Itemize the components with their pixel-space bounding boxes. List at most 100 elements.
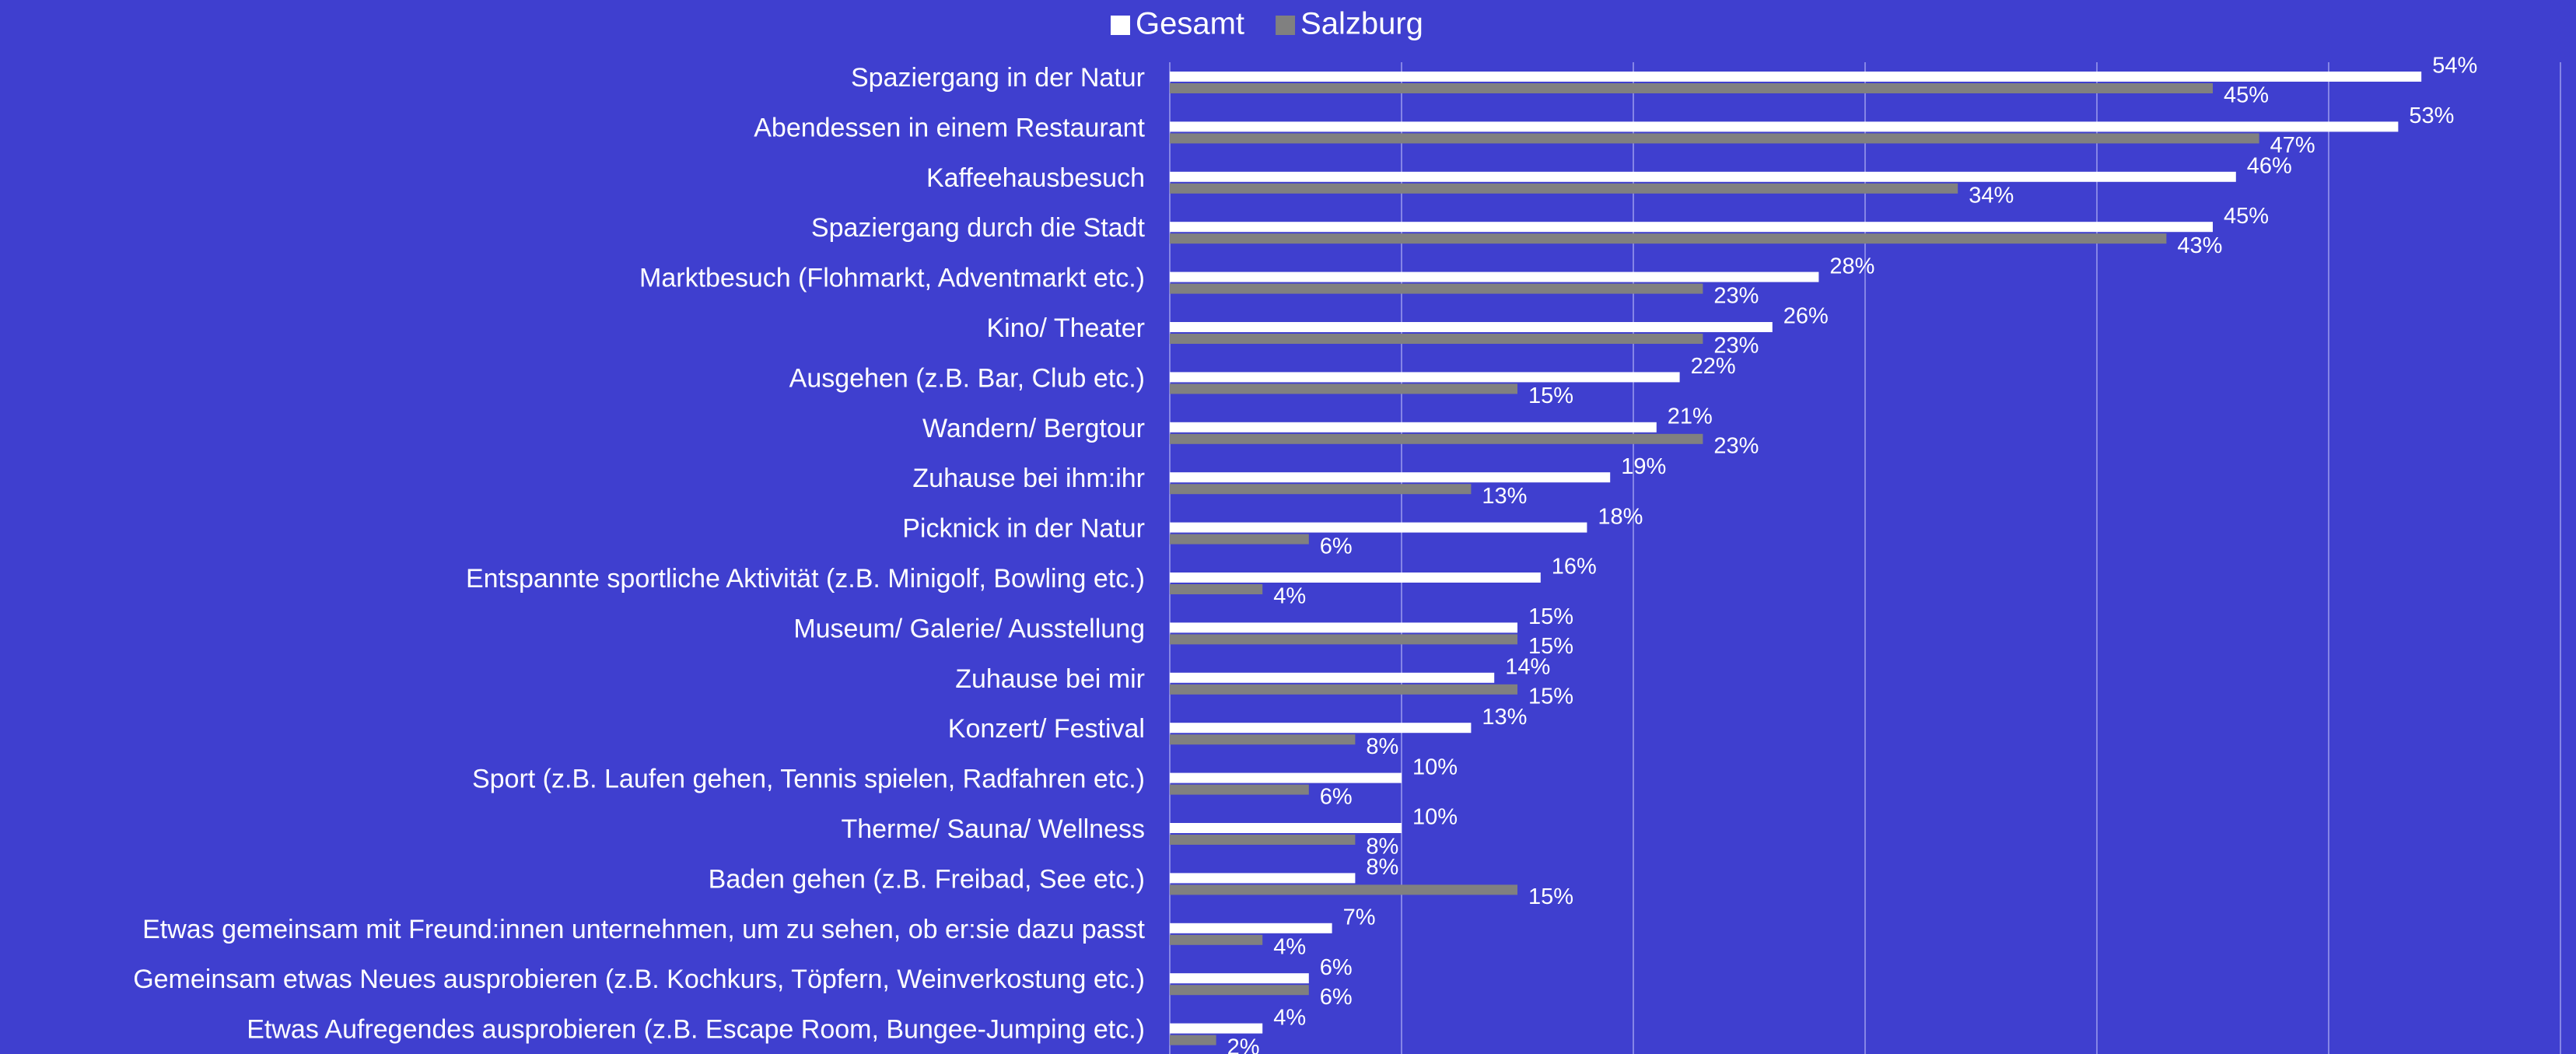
bar: [1170, 934, 1263, 945]
bar: [1170, 233, 2167, 244]
value-label: 4%: [1273, 584, 1306, 609]
bar: [1170, 573, 1541, 583]
value-label: 14%: [1505, 654, 1550, 679]
category-label: Spaziergang durch die Stadt: [811, 213, 1146, 243]
value-label: 15%: [1528, 684, 1573, 709]
bar: [1170, 1035, 1216, 1045]
category-label: Etwas gemeinsam mit Freund:innen unterne…: [142, 915, 1145, 944]
bar: [1170, 133, 2259, 144]
bar: [1170, 772, 1402, 783]
value-label: 21%: [1668, 404, 1713, 429]
bar: [1170, 734, 1356, 745]
bar: [1170, 985, 1309, 996]
value-label: 18%: [1598, 504, 1643, 529]
category-label: Etwas Aufregendes ausprobieren (z.B. Esc…: [247, 1015, 1145, 1045]
category-label: Ausgehen (z.B. Bar, Club etc.): [789, 363, 1145, 393]
value-label: 6%: [1320, 534, 1353, 559]
value-label: 15%: [1528, 884, 1573, 909]
category-label: Baden gehen (z.B. Freibad, See etc.): [709, 864, 1145, 894]
category-label: Kaffeehausbesuch: [926, 163, 1145, 193]
value-label: 8%: [1366, 835, 1398, 860]
bar: [1170, 1023, 1263, 1034]
category-label: Wandern/ Bergtour: [922, 414, 1145, 443]
bar: [1170, 72, 2422, 82]
category-label: Zuhause bei mir: [955, 664, 1145, 694]
bar: [1170, 823, 1402, 833]
category-label: Museum/ Galerie/ Ausstellung: [793, 614, 1145, 643]
category-label: Therme/ Sauna/ Wellness: [841, 814, 1145, 844]
value-label: 15%: [1528, 604, 1573, 629]
category-label: Konzert/ Festival: [948, 714, 1145, 744]
value-label: 28%: [1829, 254, 1874, 278]
bar: [1170, 873, 1356, 884]
value-label: 23%: [1713, 433, 1759, 458]
bar: [1170, 472, 1611, 483]
legend-label: Gesamt: [1136, 7, 1244, 41]
bar: [1170, 484, 1472, 495]
value-label: 54%: [2432, 54, 2477, 79]
category-label: Gemeinsam etwas Neues ausprobieren (z.B.…: [133, 965, 1145, 994]
value-label: 6%: [1320, 985, 1353, 1010]
value-label: 22%: [1691, 354, 1736, 379]
category-label: Kino/ Theater: [986, 313, 1145, 343]
value-label: 23%: [1713, 283, 1759, 308]
bar: [1170, 884, 1517, 895]
value-label: 47%: [2270, 133, 2315, 158]
category-label: Entspannte sportliche Aktivität (z.B. Mi…: [466, 564, 1145, 594]
bar: [1170, 835, 1356, 845]
value-label: 19%: [1621, 454, 1666, 479]
legend-swatch: [1276, 16, 1296, 35]
bar: [1170, 383, 1517, 394]
value-label: 23%: [1713, 334, 1759, 359]
value-label: 8%: [1366, 855, 1398, 880]
bar: [1170, 171, 2236, 182]
bar: [1170, 422, 1657, 432]
bar: [1170, 622, 1517, 633]
value-label: 4%: [1273, 1005, 1306, 1030]
value-label: 2%: [1227, 1035, 1260, 1054]
category-label: Spaziergang in der Natur: [851, 63, 1145, 93]
value-label: 34%: [1969, 183, 2014, 208]
value-label: 4%: [1273, 934, 1306, 959]
value-label: 6%: [1320, 784, 1353, 809]
category-label: Picknick in der Natur: [902, 514, 1145, 544]
bar: [1170, 684, 1517, 695]
value-label: 16%: [1552, 555, 1597, 580]
value-label: 10%: [1412, 755, 1458, 779]
bar: [1170, 121, 2399, 132]
value-label: 13%: [1482, 484, 1527, 509]
bar: [1170, 433, 1703, 444]
category-label: Marktbesuch (Flohmarkt, Adventmarkt etc.…: [639, 264, 1145, 293]
bar: [1170, 522, 1587, 533]
value-label: 6%: [1320, 955, 1353, 980]
bar: [1170, 723, 1472, 734]
bar: [1170, 334, 1703, 344]
legend-swatch: [1111, 16, 1130, 35]
bar: [1170, 283, 1703, 294]
value-label: 46%: [2247, 153, 2292, 178]
bar: [1170, 672, 1495, 683]
value-label: 15%: [1528, 383, 1573, 408]
bar: [1170, 271, 1819, 282]
category-label: Zuhause bei ihm:ihr: [912, 464, 1145, 493]
value-label: 10%: [1412, 805, 1458, 830]
legend-label: Salzburg: [1300, 7, 1423, 41]
value-label: 45%: [2224, 204, 2269, 229]
bar: [1170, 534, 1309, 545]
bar: [1170, 322, 1773, 332]
bar: [1170, 372, 1680, 383]
bar: [1170, 923, 1332, 933]
value-label: 7%: [1343, 905, 1376, 930]
bar: [1170, 83, 2213, 93]
category-label: Sport (z.B. Laufen gehen, Tennis spielen…: [472, 765, 1145, 794]
bar: [1170, 183, 1958, 194]
category-label: Abendessen in einem Restaurant: [754, 113, 1145, 142]
value-label: 8%: [1366, 734, 1398, 759]
value-label: 15%: [1528, 634, 1573, 659]
bar: [1170, 634, 1517, 645]
bar: [1170, 973, 1309, 984]
value-label: 13%: [1482, 705, 1527, 730]
value-label: 43%: [2177, 233, 2222, 258]
